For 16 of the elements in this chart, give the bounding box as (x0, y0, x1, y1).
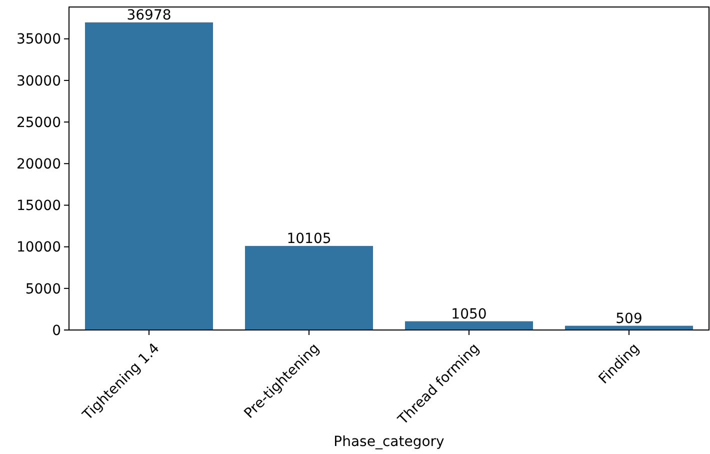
y-tick-label: 35000 (16, 32, 61, 48)
y-tick-label: 15000 (16, 198, 61, 214)
y-tick-label: 20000 (16, 156, 61, 173)
bar (85, 22, 213, 330)
y-tick-label: 30000 (16, 73, 61, 90)
bar (245, 246, 373, 330)
y-tick-label: 10000 (16, 240, 61, 256)
bar (405, 321, 533, 330)
data-label: 10105 (286, 230, 332, 247)
y-tick-label: 5000 (25, 281, 61, 298)
y-tick-label: 0 (52, 322, 61, 339)
x-axis-title: Phase_category (334, 434, 444, 450)
y-tick-label: 25000 (16, 114, 61, 131)
data-label: 36978 (126, 7, 172, 24)
data-label: 509 (616, 310, 642, 327)
data-label: 1050 (451, 306, 487, 322)
